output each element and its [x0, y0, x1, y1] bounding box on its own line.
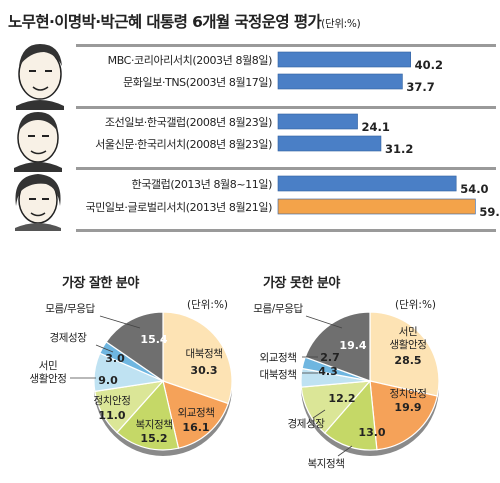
bar	[277, 175, 457, 192]
pie-value-label: 12.2	[328, 392, 355, 405]
bar-category-label: 한국갤럽(2013년 8월8~11일)	[131, 177, 272, 191]
pie-title: 가장 못한 분야	[263, 275, 340, 291]
pie-slice	[105, 311, 164, 383]
pie-value-label: 16.1	[182, 421, 209, 434]
pie-slice-label: 서민	[399, 326, 418, 338]
bar-value-label: 54.0	[460, 182, 488, 196]
pie-slice	[323, 379, 378, 451]
group-divider	[76, 167, 496, 170]
pie-value-label: 4.3	[318, 365, 338, 378]
portrait-park-icon	[15, 174, 61, 231]
portrait-lee-icon	[14, 112, 62, 172]
pie-unit-label: (단위:%)	[187, 298, 228, 311]
pie-leader-line	[99, 315, 141, 329]
pie-value-label: 2.7	[320, 351, 340, 364]
chart-title: 노무현·이명박·박근혜 대통령 6개월 국정운영 평가(단위:%)	[8, 10, 361, 32]
pie-value-label: 3.0	[105, 352, 125, 365]
pie-value-label: 19.9	[394, 401, 421, 414]
bar-value-label: 24.1	[362, 120, 390, 134]
pie-slice-label: 대북정책	[185, 348, 222, 360]
bar	[277, 51, 411, 68]
group-divider	[76, 229, 496, 232]
pie-unit-label: (단위:%)	[395, 298, 436, 311]
pie-slice	[369, 380, 439, 451]
bar-chart: MBC·코리아리서치(2003년 8월8일) 40.2 문화일보·TNS(2003년…	[76, 44, 500, 232]
group-divider	[76, 44, 496, 47]
pie-value-label: 30.3	[190, 364, 217, 377]
chart-title-unit: (단위:%)	[321, 18, 361, 30]
pie-slice-label: 복지정책	[135, 419, 172, 431]
pie-slice	[369, 311, 440, 397]
pie-slice	[116, 379, 180, 451]
bar-category-label: MBC·코리아리서치(2003년 8월8일)	[108, 53, 272, 67]
pie-leader-line	[337, 445, 353, 457]
pie-slice-label: 외교정책	[259, 352, 296, 364]
pie-value-label: 9.0	[98, 374, 118, 387]
bar-value-label: 59.8	[479, 205, 500, 219]
bar-category-label: 문화일보·TNS(2003년 8월17일)	[123, 75, 272, 89]
pie-slice	[162, 380, 229, 449]
pie-value-label: 13.0	[358, 426, 385, 439]
pie-slice-label: 대북정책	[259, 369, 296, 381]
chart-title-text: 노무현·이명박·박근혜 대통령 6개월 국정운영 평가	[8, 13, 322, 31]
pie-value-label: 15.4	[140, 333, 167, 346]
bar-value-label: 37.7	[406, 80, 434, 94]
pie-value-label: 28.5	[394, 354, 421, 367]
pie-value-label: 11.0	[98, 409, 125, 422]
pie-slice-label: 정치안정	[389, 388, 426, 400]
pie-slice-label: 모름/무응답	[45, 303, 95, 315]
pie-value-label: 15.2	[140, 432, 167, 445]
pie-slice-label: 경제성장	[287, 417, 325, 430]
bar-category-label: 국민일보·글로벌리서치(2013년 8월21일)	[85, 200, 272, 214]
group-divider	[76, 106, 496, 109]
bar-category-label: 조선일보·한국갤럽(2008년 8월23일)	[105, 115, 272, 129]
pie-leader-line	[312, 409, 326, 419]
portrait-roh-icon	[16, 44, 64, 110]
pie-slice-label: 외교정책	[177, 407, 214, 419]
pie-slice-label: 복지정책	[307, 458, 344, 470]
bar	[277, 198, 476, 215]
bar	[277, 135, 382, 152]
pie-slice-label: 생활안정	[389, 338, 426, 351]
bar	[277, 113, 358, 130]
pie-slice-label: 경제성장	[49, 331, 87, 344]
pie-slice-label: 생활안정	[29, 372, 66, 385]
pie-slice-label: 모름/무응답	[253, 303, 303, 315]
pie-slice-label: 정치안정	[93, 395, 130, 407]
pie-title: 가장 잘한 분야	[62, 275, 139, 291]
pie-value-label: 19.4	[339, 339, 366, 352]
bar-value-label: 31.2	[385, 142, 413, 156]
pie-slice-label: 서민	[39, 360, 58, 372]
bar-category-label: 서울신문·한국리서치(2008년 8월23일)	[95, 137, 272, 151]
pie-slice	[162, 311, 233, 405]
pie-leader-line	[305, 315, 343, 329]
pie-leader-line	[95, 344, 114, 353]
bar	[277, 73, 403, 90]
bar-value-label: 40.2	[415, 58, 443, 72]
